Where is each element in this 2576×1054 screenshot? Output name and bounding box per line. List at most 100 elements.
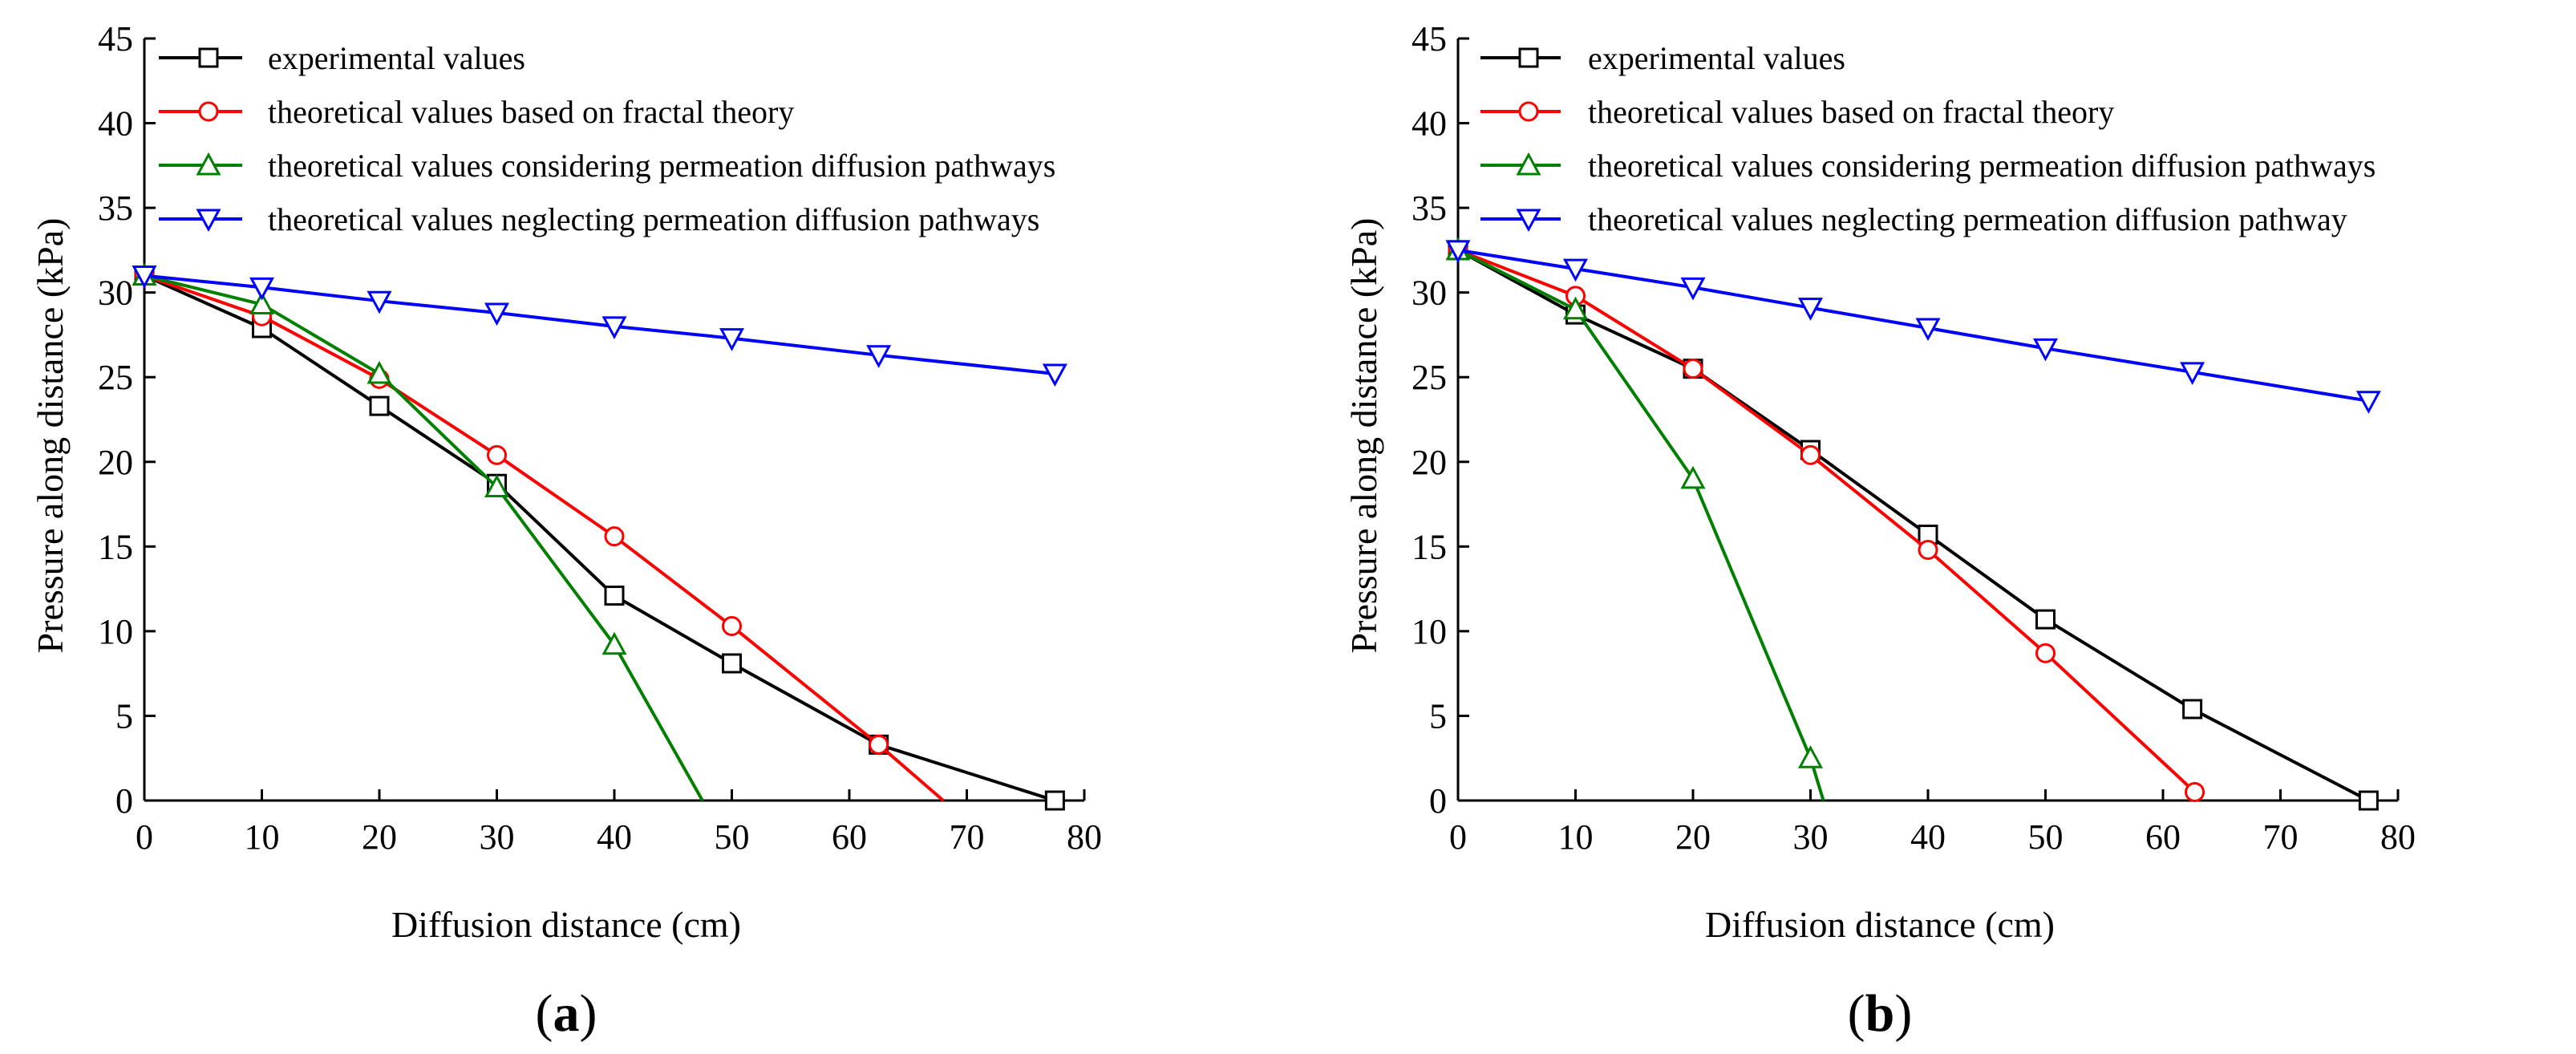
- legend: experimental values theoretical values ba…: [159, 40, 1055, 237]
- data-point: [866, 345, 892, 368]
- legend-label: theoretical values considering permeatio…: [1588, 148, 2376, 184]
- y-tick-label: 10: [1412, 612, 1447, 651]
- data-point: [601, 316, 627, 340]
- data-point: [249, 277, 275, 301]
- data-point: [2182, 699, 2203, 720]
- x-tick-label: 80: [1067, 817, 1102, 857]
- legend-marker: [198, 101, 219, 122]
- data-point: [722, 653, 742, 674]
- legend-label: theoretical values considering permeatio…: [268, 148, 1055, 184]
- x-tick-label: 60: [2145, 817, 2181, 857]
- y-tick-label: 40: [1412, 104, 1447, 144]
- data-point: [484, 302, 510, 326]
- data-point: [367, 360, 392, 384]
- series-line: [1457, 249, 1825, 801]
- data-point: [1042, 363, 1067, 387]
- data-point: [869, 734, 889, 755]
- y-tick-label: 30: [1412, 274, 1447, 313]
- legend-marker: [1518, 101, 1539, 122]
- data-point: [719, 328, 745, 351]
- panel-label: (b): [1848, 984, 1913, 1043]
- data-point: [1044, 790, 1065, 811]
- x-tick-label: 50: [2028, 817, 2064, 857]
- x-tick-label: 70: [2263, 817, 2299, 857]
- y-tick-label: 30: [98, 274, 133, 313]
- series-1: [134, 266, 945, 802]
- y-axis-title: Pressure along distance (kPa): [1343, 218, 1384, 654]
- y-tick-label: 20: [98, 443, 133, 482]
- series-line: [144, 274, 704, 801]
- chart-panel-b: 0 5 10 15 20 25 30 35 40 45 0 10 20 30 40 50 60 70 80 Diffu…: [1343, 19, 2416, 1043]
- legend-label: experimental values: [1588, 40, 1845, 76]
- data-point: [604, 586, 625, 606]
- data-point: [1800, 444, 1821, 465]
- y-tick-label: 25: [98, 358, 133, 397]
- panel-label-letter: b: [1865, 984, 1895, 1043]
- data-point: [1797, 298, 1824, 321]
- panel-label-letter: a: [553, 984, 580, 1043]
- data-point: [1562, 258, 1589, 282]
- data-point: [1445, 240, 1471, 264]
- legend-marker: [1516, 152, 1541, 176]
- y-tick-label: 35: [98, 189, 133, 228]
- panel-label-open: (: [1848, 984, 1865, 1043]
- data-point: [2032, 338, 2059, 362]
- series-3: [1445, 240, 2381, 414]
- data-point: [604, 526, 625, 547]
- data-point: [2035, 643, 2056, 663]
- legend-marker: [196, 209, 221, 233]
- data-point: [367, 290, 392, 314]
- data-point: [2185, 781, 2205, 802]
- legend: experimental values theoretical values ba…: [1480, 40, 2376, 237]
- legend-marker: [1518, 47, 1539, 68]
- series-line: [144, 274, 1055, 375]
- panel-label: (a): [536, 984, 597, 1043]
- x-tick-label: 80: [2380, 817, 2416, 857]
- data-point: [1680, 465, 1706, 489]
- legend-marker: [198, 47, 219, 68]
- chart-panel-a: 0 5 10 15 20 25 30 35 40 45 0 10 20 30 40 50 60 70 80 Diffu…: [30, 19, 1102, 1043]
- legend-label: theoretical values based on fractal theo…: [268, 94, 794, 130]
- legend-label: theoretical values neglecting permeation…: [268, 201, 1039, 237]
- x-tick-label: 70: [950, 817, 985, 857]
- y-tick-label: 45: [1412, 19, 1447, 59]
- data-point: [2358, 790, 2379, 811]
- x-tick-label: 20: [362, 817, 397, 857]
- x-tick-label: 20: [1675, 817, 1711, 857]
- y-tick-label: 5: [115, 696, 133, 736]
- y-tick-label: 15: [98, 527, 133, 566]
- x-tick-label: 40: [1910, 817, 1946, 857]
- panel-label-close: ): [1894, 984, 1912, 1043]
- y-tick-label: 40: [98, 104, 133, 144]
- legend-label: experimental values: [268, 40, 525, 76]
- x-tick-label: 50: [715, 817, 750, 857]
- legend-marker: [1516, 209, 1541, 233]
- y-tick-label: 25: [1412, 358, 1447, 397]
- legend-label: theoretical values based on fractal theo…: [1588, 94, 2114, 130]
- data-point: [249, 291, 275, 314]
- x-tick-label: 10: [245, 817, 280, 857]
- data-point: [722, 616, 742, 637]
- x-tick-label: 0: [1449, 817, 1467, 857]
- x-tick-label: 0: [136, 817, 153, 857]
- x-tick-label: 60: [832, 817, 867, 857]
- data-point: [2180, 362, 2205, 386]
- data-point: [1918, 540, 1938, 561]
- y-axis-title: Pressure along distance (kPa): [30, 218, 71, 654]
- data-point: [132, 266, 157, 289]
- x-axis-title: Diffusion distance (cm): [391, 904, 741, 945]
- legend-marker: [196, 152, 221, 176]
- data-point: [601, 631, 627, 655]
- data-point: [1683, 359, 1703, 379]
- x-tick-label: 10: [1558, 817, 1594, 857]
- y-tick-label: 5: [1429, 696, 1447, 736]
- series-line: [144, 274, 1056, 802]
- panel-label-close: ): [580, 984, 597, 1043]
- series-line: [1457, 248, 2369, 403]
- y-tick-label: 45: [98, 19, 133, 59]
- series-line: [144, 274, 945, 802]
- y-tick-label: 15: [1412, 527, 1447, 566]
- data-point: [487, 444, 507, 465]
- data-point: [1680, 277, 1706, 301]
